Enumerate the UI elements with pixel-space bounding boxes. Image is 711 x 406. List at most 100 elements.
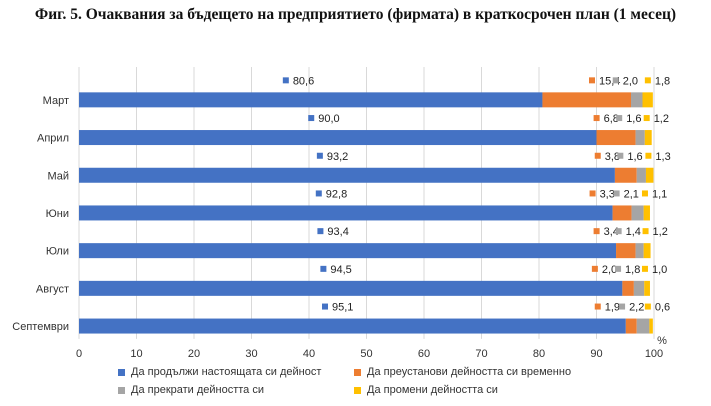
legend-item: Да прекрати дейността си: [118, 384, 354, 396]
x-tick-label: 40: [303, 348, 315, 360]
x-tick-label: 30: [245, 348, 257, 360]
data-label: 0,6: [655, 302, 670, 314]
x-tick-label: 80: [533, 348, 545, 360]
data-label: 1,2: [654, 113, 669, 125]
bar-segment: [596, 130, 636, 146]
category-label: Юни: [46, 208, 69, 220]
bar-segment: [635, 243, 644, 259]
data-label-marker: [612, 77, 619, 84]
legend-label: Да преустанови дейността си временно: [367, 366, 572, 378]
bar-segment: [642, 92, 653, 108]
data-label: 2,2: [629, 302, 644, 314]
x-tick-label: 60: [418, 348, 430, 360]
legend-label: Да продължи настоящата си дейност: [131, 366, 322, 378]
bar-segment: [542, 92, 631, 108]
data-label-marker: [615, 228, 622, 235]
data-label: 1,0: [652, 264, 667, 276]
bar-segment: [644, 130, 652, 146]
data-label: 1,8: [625, 264, 640, 276]
bar-segment: [631, 205, 644, 221]
data-label-marker: [589, 77, 595, 84]
bar-segment: [622, 280, 634, 296]
bar-segment: [643, 243, 651, 259]
bar-segment: [649, 318, 653, 334]
bar-segment: [635, 130, 645, 146]
data-label: 2,0: [602, 264, 617, 276]
data-label-marker: [645, 152, 652, 159]
data-label-marker: [642, 228, 649, 235]
data-label-marker: [316, 152, 323, 159]
data-label-marker: [589, 190, 596, 197]
x-tick-label: 90: [590, 348, 602, 360]
legend-swatch: [354, 368, 361, 376]
data-label-marker: [594, 152, 601, 159]
legend-swatch: [118, 368, 125, 376]
unit-label: %: [657, 335, 667, 347]
data-label-marker: [322, 303, 329, 310]
bar-segment: [633, 280, 645, 296]
bars: [79, 92, 654, 334]
data-label-marker: [615, 265, 622, 272]
bar-segment: [79, 92, 543, 108]
data-label-marker: [641, 265, 648, 272]
bar-segment: [645, 167, 654, 183]
data-label: 90,0: [318, 113, 339, 125]
category-label: Май: [47, 170, 69, 182]
data-label-marker: [594, 303, 601, 310]
bar-segment: [79, 130, 597, 146]
bar-segment: [625, 318, 637, 334]
data-labels: 80,6 15,4 2,0 1,890,0 6,8 1,6 1,293,2 3,8 1,6 1,3…: [282, 75, 671, 314]
bar-segment: [79, 280, 623, 296]
data-label-marker: [616, 115, 623, 122]
x-tick-label: 70: [475, 348, 487, 360]
bar-segment: [612, 205, 632, 221]
data-label: 1,1: [652, 188, 667, 200]
category-label: Август: [36, 283, 69, 295]
legend-item: Да продължи настоящата си дейност: [118, 366, 354, 378]
legend-item: Да преустанови дейността си временно: [354, 366, 614, 378]
data-label: 1,6: [626, 113, 641, 125]
data-label: 3,4: [604, 226, 619, 238]
legend-label: Да прекрати дейността си: [131, 384, 265, 396]
data-label: 1,6: [627, 151, 642, 163]
x-tick-label: 10: [130, 348, 142, 360]
data-label-marker: [613, 190, 620, 197]
data-label: 1,2: [653, 226, 668, 238]
category-label: Март: [43, 95, 69, 107]
data-label-marker: [282, 77, 289, 84]
data-label-marker: [641, 190, 648, 197]
bar-segment: [631, 92, 643, 108]
category-label: Април: [37, 133, 69, 145]
x-tick-label: 100: [645, 348, 663, 360]
bar-segment: [79, 167, 615, 183]
bar-segment: [79, 205, 613, 221]
legend-label: Да промени дейността си: [367, 384, 498, 396]
x-tick-label: 50: [360, 348, 372, 360]
data-label: 3,3: [600, 188, 615, 200]
bar-segment: [614, 167, 637, 183]
data-label-marker: [315, 190, 322, 197]
data-label-marker: [593, 228, 600, 235]
legend-item: Да промени дейността си: [354, 384, 614, 396]
gridlines: [78, 67, 655, 339]
data-label: 1,3: [655, 151, 670, 163]
category-label: Септември: [12, 321, 69, 333]
data-label-marker: [619, 303, 626, 310]
data-label: 1,8: [655, 75, 670, 87]
bar-segment: [616, 243, 636, 259]
data-label-marker: [593, 115, 600, 122]
bar-segment: [79, 318, 626, 334]
data-label: 3,8: [605, 151, 620, 163]
data-label: 93,2: [327, 151, 348, 163]
chart-title: Фиг. 5. Очаквания за бъдещето на предпри…: [34, 6, 677, 23]
data-label: 92,8: [326, 188, 347, 200]
data-label: 80,6: [293, 75, 314, 87]
data-label: 1,9: [605, 302, 620, 314]
x-tick-label: 0: [76, 348, 82, 360]
data-label-marker: [591, 265, 598, 272]
category-label: Юли: [46, 246, 69, 258]
legend-swatch: [354, 386, 361, 394]
bar-segment: [643, 205, 650, 221]
data-label: 93,4: [327, 226, 348, 238]
